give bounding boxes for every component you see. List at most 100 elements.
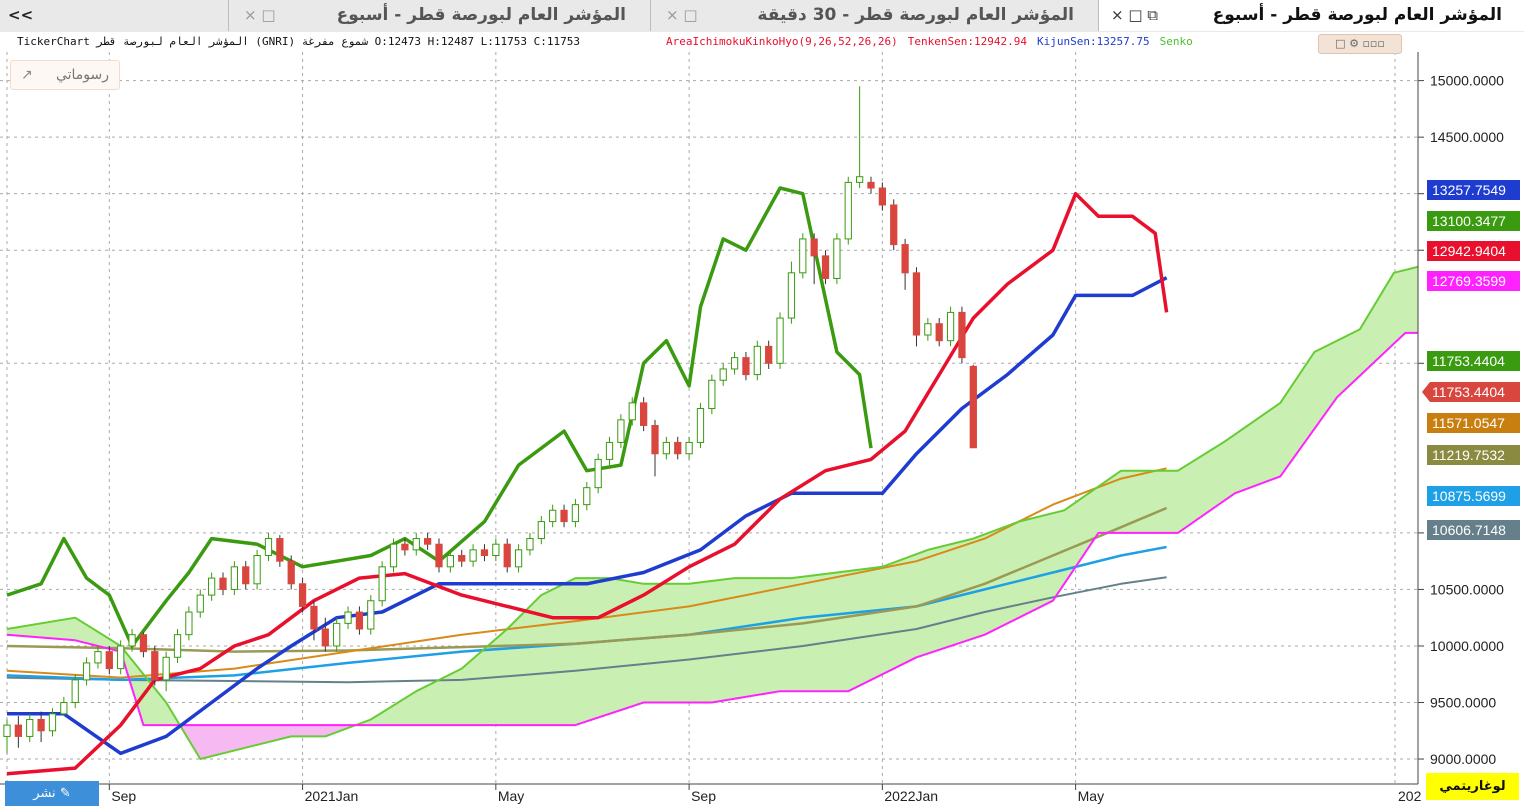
candle-body: [253, 555, 261, 585]
candle: [708, 374, 716, 415]
price-badge: 11571.0547: [1427, 413, 1520, 433]
cloud-segment: [290, 724, 298, 737]
indicator-lines: [6, 186, 1524, 776]
indicator-legend[interactable]: AreaIchimokuKinkoHyo(9,26,52,26,26) Tenke…: [666, 35, 1316, 48]
cloud-segment: [404, 694, 411, 726]
cloud-segment: [472, 653, 480, 726]
cloud-segment: [1399, 269, 1406, 339]
cloud-segment: [1120, 470, 1128, 534]
cloud-segment: [899, 557, 906, 667]
candle-body: [640, 402, 648, 426]
candle: [571, 498, 580, 528]
cloud-segment: [614, 578, 622, 713]
cloud-segment: [569, 577, 576, 726]
candle: [162, 651, 170, 692]
cloud-segment: [1103, 478, 1111, 534]
cloud-segment: [239, 724, 247, 750]
settings-icon[interactable]: ⚙: [1349, 37, 1359, 50]
series-line-SenkouSpanA: [6, 260, 1524, 760]
drawings-label: رسوماتي: [55, 67, 109, 83]
tab-label: المؤشر العام لبورصة قطر - أسبوع: [1212, 5, 1502, 25]
cloud-segment: [46, 621, 53, 639]
publish-button[interactable]: نشر ✎: [5, 781, 99, 806]
cloud-segment: [438, 676, 445, 726]
cloud-segment: [1291, 376, 1298, 462]
candle: [742, 351, 750, 381]
candle: [765, 340, 773, 369]
candle: [469, 544, 477, 567]
series-line-KijunSen: [7, 276, 1168, 756]
candle: [799, 233, 807, 279]
candle-body: [480, 549, 489, 557]
candle: [173, 629, 182, 663]
candle: [82, 657, 91, 686]
candle-body: [821, 255, 830, 279]
tab-controls[interactable]: × □ ⧉: [1111, 6, 1158, 24]
cloud-segment: [484, 643, 491, 726]
indicator-window-buttons[interactable]: □ ⚙ ▫▫▫: [1318, 34, 1402, 54]
tab-30min[interactable]: × □ المؤشر العام لبورصة قطر - 30 دقيقة: [650, 0, 1096, 31]
cloud-segment: [302, 724, 309, 737]
candle: [60, 696, 68, 717]
badge-label: 11571.0547: [1432, 415, 1505, 431]
indicator-name[interactable]: AreaIchimokuKinkoHyo(9,26,52,26,26): [666, 35, 898, 48]
candle-body: [776, 317, 784, 364]
cloud-segment: [518, 611, 525, 726]
tab-weekly-active[interactable]: × □ ⧉ المؤشر العام لبورصة قطر - أسبوع: [1098, 0, 1524, 31]
candle-body: [867, 181, 875, 189]
badge-bg: [1427, 180, 1520, 200]
price-badge: 11753.4404: [1422, 382, 1520, 402]
candle-body: [560, 509, 568, 523]
candle-body: [674, 441, 682, 455]
candle: [537, 515, 545, 545]
candle-body: [605, 441, 614, 460]
candle: [890, 199, 898, 251]
cloud-segment: [268, 724, 275, 743]
badge-label: 11753.4404: [1432, 353, 1505, 369]
tab-controls[interactable]: × □: [666, 6, 698, 24]
senkou-value: Senko: [1159, 35, 1193, 48]
candle-body: [628, 402, 636, 421]
cloud-segment: [683, 583, 690, 703]
time-axis[interactable]: 2020JulSep2021JanMaySep2022JanMay202: [6, 784, 1422, 804]
candle-body: [753, 345, 761, 376]
cloud-segment: [410, 690, 417, 726]
candle: [492, 538, 500, 562]
cloud-segment: [1211, 445, 1219, 510]
candle: [151, 645, 159, 686]
candle-body: [833, 238, 841, 279]
logarithmic-toggle[interactable]: لوغاريتمي: [1426, 773, 1519, 800]
more-icon[interactable]: ▫▫▫: [1362, 37, 1385, 50]
tabs-overflow-button[interactable]: <<: [8, 6, 34, 24]
candle-body: [799, 238, 807, 274]
candle: [640, 397, 648, 432]
cloud-segment: [904, 555, 912, 664]
my-drawings-button[interactable]: ↗ رسوماتي: [10, 60, 120, 90]
candle: [276, 535, 284, 567]
cloud-segment: [1325, 343, 1332, 414]
candle-body: [651, 424, 659, 455]
candle: [333, 617, 341, 652]
candle-body: [276, 538, 284, 562]
candle-body: [742, 357, 750, 376]
candle-body: [264, 538, 273, 557]
cloud-segment: [63, 618, 70, 641]
tab-controls[interactable]: × □: [244, 6, 276, 24]
cloud-segment: [677, 583, 684, 703]
cloud-segment: [762, 577, 769, 695]
candle-body: [856, 176, 864, 183]
candle: [946, 306, 955, 347]
cloud-segment: [1268, 406, 1275, 482]
tab-weekly-2[interactable]: × □ المؤشر العام لبورصة قطر - أسبوع: [228, 0, 648, 31]
cloud-segment: [1183, 463, 1190, 530]
cloud-segment: [1160, 470, 1167, 534]
candle: [958, 306, 966, 364]
cloud-segment: [35, 623, 42, 638]
price-chart[interactable]: 15000.000014500.000014000.000013500.0000…: [0, 32, 1524, 809]
drawing-trend-icon: ↗: [21, 67, 33, 83]
cloud-segment: [234, 724, 241, 751]
cloud-segment: [580, 577, 588, 724]
cloud-segment: [893, 560, 900, 670]
cloud-segment: [1194, 456, 1201, 522]
maximize-icon[interactable]: □: [1335, 37, 1346, 50]
